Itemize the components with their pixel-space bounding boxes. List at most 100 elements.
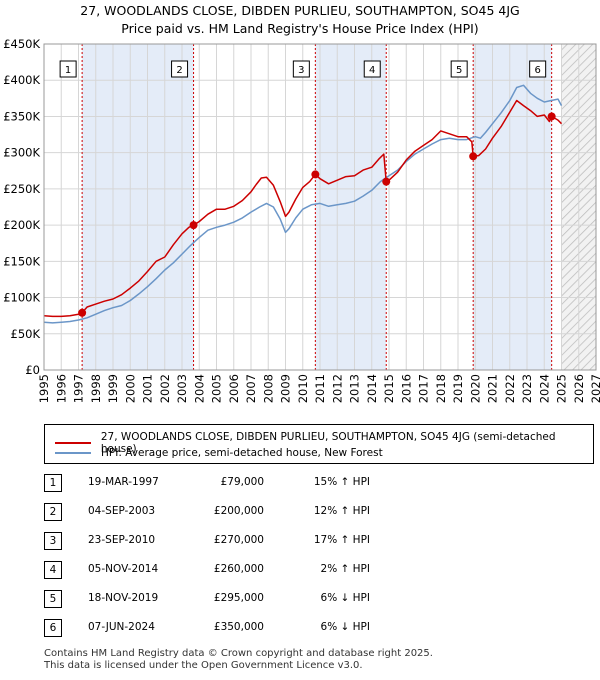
x-tick-label: 2017: [417, 374, 431, 403]
sale-date: 04-SEP-2003: [88, 505, 156, 517]
sale-label-box: [59, 60, 77, 78]
sale-date: 07-JUN-2024: [88, 621, 155, 633]
y-tick-label: £50K: [11, 327, 41, 341]
sale-price: £295,000: [213, 592, 264, 604]
x-tick-label: 2013: [348, 374, 362, 403]
sale-row: 3 23-SEP-2010 £270,000 17% ↑ HPI: [44, 532, 600, 550]
sale-number: 3: [44, 532, 62, 550]
hpi-line: [43, 84, 563, 324]
x-tick-label: 2016: [399, 374, 413, 403]
chart-title-line2: Price paid vs. HM Land Registry's House …: [121, 21, 479, 36]
x-tick-label: 1997: [72, 374, 86, 403]
x-tick-label: 1999: [106, 374, 120, 403]
y-tick-label: £0: [25, 363, 40, 377]
sale-label-box: [171, 60, 189, 78]
legend-swatch-hpi: [55, 452, 91, 454]
price-chart: 1 2 3 4 5 6 £0 £50K £100K £150K £200K £250K £300K £3…: [3, 37, 600, 403]
sale-label: 4: [369, 65, 375, 76]
x-tick-label: 2011: [313, 374, 327, 403]
sale-label: 1: [65, 65, 71, 76]
sale-date: 05-NOV-2014: [88, 563, 159, 575]
y-tick-label: £200K: [3, 218, 40, 232]
y-tick-label: £250K: [3, 182, 40, 196]
sale-row: 1 19-MAR-1997 £79,000 15% ↑ HPI: [44, 474, 600, 492]
x-tick-label: 2006: [227, 374, 241, 403]
sale-point: [78, 308, 87, 317]
sale-point: [311, 170, 320, 179]
sale-price: £350,000: [213, 621, 264, 633]
x-tick-label: 2023: [520, 374, 534, 403]
x-tick-label: 2002: [158, 374, 172, 403]
property-price-line: [43, 99, 563, 318]
y-tick-label: £300K: [3, 146, 40, 160]
x-tick-label: 2019: [451, 374, 465, 403]
sale-date: 19-MAR-1997: [88, 476, 159, 488]
sale-row: 6 07-JUN-2024 £350,000 6% ↓ HPI: [44, 619, 600, 637]
x-tick-label: 2015: [382, 374, 396, 403]
sale-label-box: [529, 60, 547, 78]
sale-date: 18-NOV-2019: [88, 592, 159, 604]
sale-label-box: [450, 60, 468, 78]
sale-label: 3: [298, 65, 304, 76]
x-tick-label: 2005: [210, 374, 224, 403]
x-tick-label: 2021: [486, 374, 500, 403]
sale-label: 2: [176, 65, 182, 76]
sale-price: £270,000: [213, 534, 264, 546]
y-tick-label: £350K: [3, 109, 40, 123]
sale-label: 5: [456, 65, 462, 76]
x-tick-label: 2008: [261, 374, 275, 403]
chart-legend: 27, WOODLANDS CLOSE, DIBDEN PURLIEU, SOU…: [44, 424, 594, 464]
x-tick-label: 1996: [54, 374, 68, 403]
x-tick-label: 2018: [434, 374, 448, 403]
sale-label-box: [363, 60, 381, 78]
y-tick-label: £100K: [3, 291, 40, 305]
sale-number: 2: [44, 503, 62, 521]
legend-swatch-property: [55, 442, 91, 444]
y-tick-label: £450K: [3, 37, 40, 51]
x-tick-label: 2020: [468, 374, 482, 403]
x-tick-label: 2000: [123, 374, 137, 403]
legend-label-property: 27, WOODLANDS CLOSE, DIBDEN PURLIEU, SOU…: [100, 431, 556, 455]
x-tick-label: 2022: [503, 374, 517, 403]
x-tick-label: 2009: [279, 374, 293, 403]
sale-hpi-diff: 12% ↑ HPI: [313, 505, 370, 517]
sale-hpi-diff: 17% ↑ HPI: [313, 534, 370, 546]
sale-row: 4 05-NOV-2014 £260,000 2% ↑ HPI: [44, 561, 600, 579]
x-tick-label: 2012: [330, 374, 344, 403]
sale-label-box: [292, 60, 310, 78]
plot-border: [43, 43, 597, 371]
ownership-band: [473, 44, 552, 370]
x-tick-label: 2026: [572, 374, 586, 403]
x-tick-label: 2027: [589, 374, 600, 403]
sale-row: 2 04-SEP-2003 £200,000 12% ↑ HPI: [44, 503, 600, 521]
sale-row: 5 18-NOV-2019 £295,000 6% ↓ HPI: [44, 590, 600, 608]
sale-hpi-diff: 2% ↑ HPI: [320, 563, 370, 575]
x-tick-label: 1998: [89, 374, 103, 403]
chart-title: 27, WOODLANDS CLOSE, DIBDEN PURLIEU, SOU…: [0, 2, 600, 38]
footer-copyright: Contains HM Land Registry data © Crown c…: [44, 648, 433, 672]
x-tick-label: 2003: [175, 374, 189, 403]
x-tick-label: 2007: [244, 374, 258, 403]
sale-label: 6: [534, 65, 540, 76]
x-tick-label: 2004: [192, 374, 206, 403]
x-tick-label: 2024: [537, 374, 551, 403]
sale-price: £260,000: [213, 563, 264, 575]
footer-line2: This data is licensed under the Open Gov…: [44, 660, 363, 671]
sale-hpi-diff: 6% ↓ HPI: [320, 592, 370, 604]
ownership-band: [315, 44, 387, 370]
x-tick-label: 2010: [296, 374, 310, 403]
sale-hpi-diff: 15% ↑ HPI: [313, 476, 370, 488]
legend-item-property: 27, WOODLANDS CLOSE, DIBDEN PURLIEU, SOU…: [55, 431, 593, 455]
legend-item-hpi: HPI: Average price, semi-detached house,…: [55, 447, 383, 459]
x-tick-label: 2001: [141, 374, 155, 403]
footer-line1: Contains HM Land Registry data © Crown c…: [44, 648, 433, 659]
sale-price: £200,000: [213, 505, 264, 517]
legend-label-hpi: HPI: Average price, semi-detached house,…: [101, 447, 383, 459]
sale-number: 6: [44, 619, 62, 637]
sale-date: 23-SEP-2010: [88, 534, 156, 546]
x-tick-label: 1995: [37, 374, 51, 403]
ownership-band: [82, 44, 194, 370]
sale-point: [469, 152, 478, 161]
sale-hpi-diff: 6% ↓ HPI: [320, 621, 370, 633]
sale-point: [189, 221, 198, 230]
